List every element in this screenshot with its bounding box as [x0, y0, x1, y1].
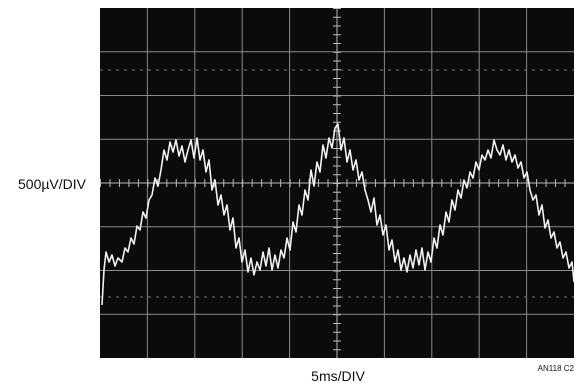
horizontal-scale-label: 5ms/DIV: [311, 368, 365, 383]
axis-ticks: [100, 8, 574, 358]
trace: [101, 123, 575, 306]
figure-id: AN118 C2: [538, 364, 575, 373]
vertical-scale-label: 500µV/DIV: [18, 176, 87, 192]
